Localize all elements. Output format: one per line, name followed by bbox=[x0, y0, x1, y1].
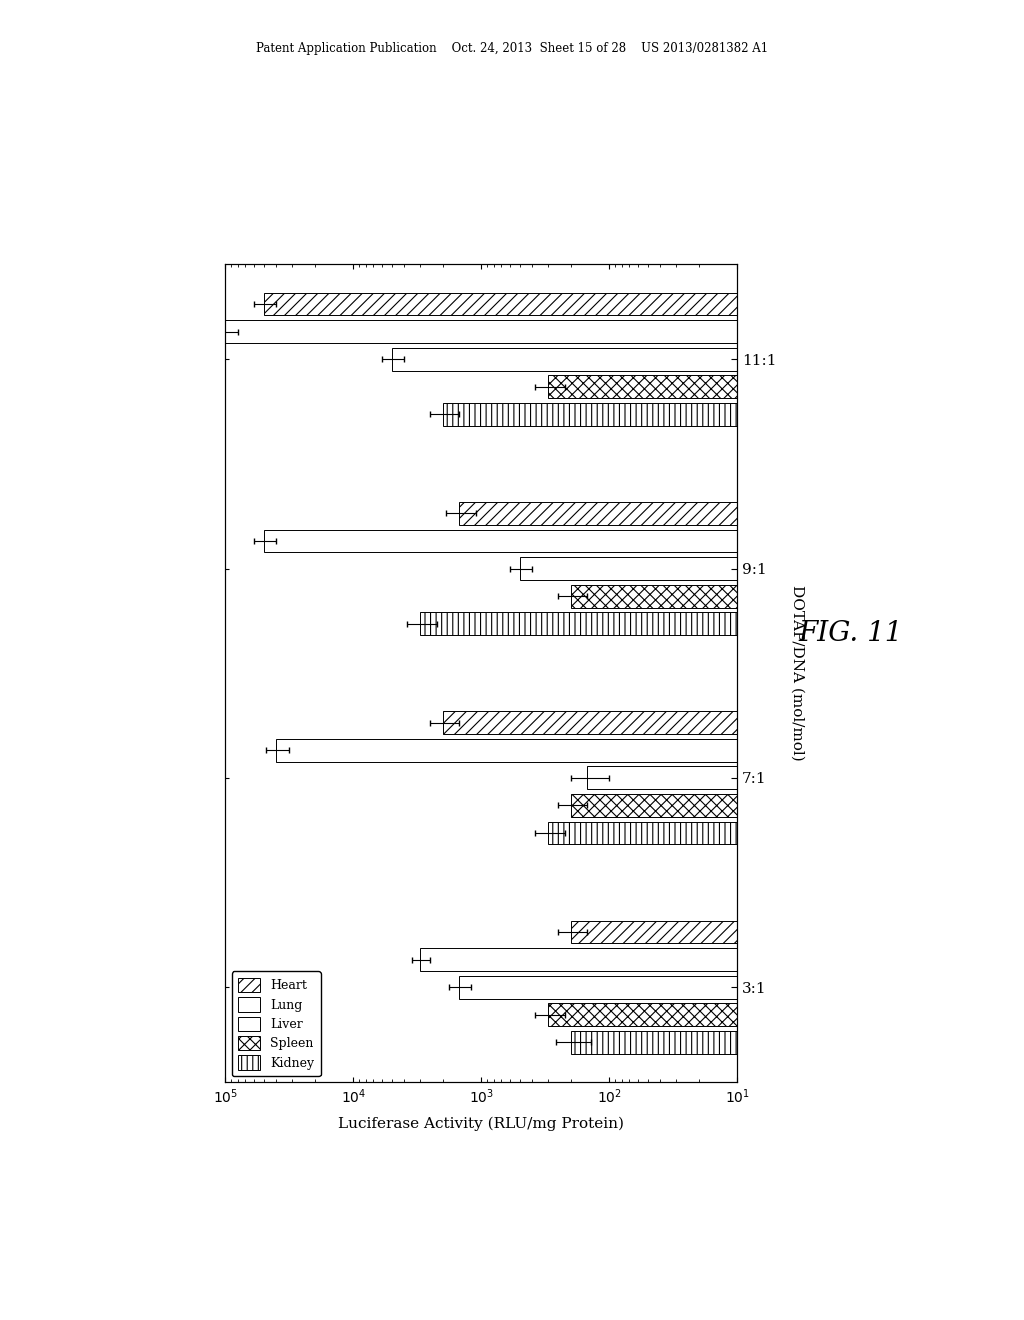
Bar bbox=[459, 502, 1024, 525]
Bar bbox=[548, 1003, 1024, 1026]
Bar bbox=[225, 321, 1024, 343]
Text: Patent Application Publication    Oct. 24, 2013  Sheet 15 of 28    US 2013/02813: Patent Application Publication Oct. 24, … bbox=[256, 42, 768, 55]
Bar bbox=[520, 557, 1024, 579]
Text: FIG. 11: FIG. 11 bbox=[799, 620, 903, 647]
Bar bbox=[420, 948, 1024, 972]
Bar bbox=[264, 529, 1024, 552]
Bar bbox=[276, 739, 1024, 762]
Bar bbox=[587, 767, 1024, 789]
Bar bbox=[548, 375, 1024, 399]
Bar bbox=[570, 795, 1024, 817]
Bar bbox=[442, 403, 1024, 426]
Bar bbox=[570, 920, 1024, 944]
Bar bbox=[570, 585, 1024, 607]
X-axis label: Luciferase Activity (RLU/mg Protein): Luciferase Activity (RLU/mg Protein) bbox=[338, 1117, 625, 1131]
Legend: Heart, Lung, Liver, Spleen, Kidney: Heart, Lung, Liver, Spleen, Kidney bbox=[231, 972, 321, 1076]
Bar bbox=[570, 1031, 1024, 1053]
Bar bbox=[548, 821, 1024, 845]
Bar bbox=[264, 293, 1024, 315]
Bar bbox=[442, 711, 1024, 734]
Bar bbox=[459, 975, 1024, 999]
Y-axis label: DOTAP/DNA (mol/mol): DOTAP/DNA (mol/mol) bbox=[791, 585, 805, 762]
Bar bbox=[420, 612, 1024, 635]
Bar bbox=[392, 347, 1024, 371]
